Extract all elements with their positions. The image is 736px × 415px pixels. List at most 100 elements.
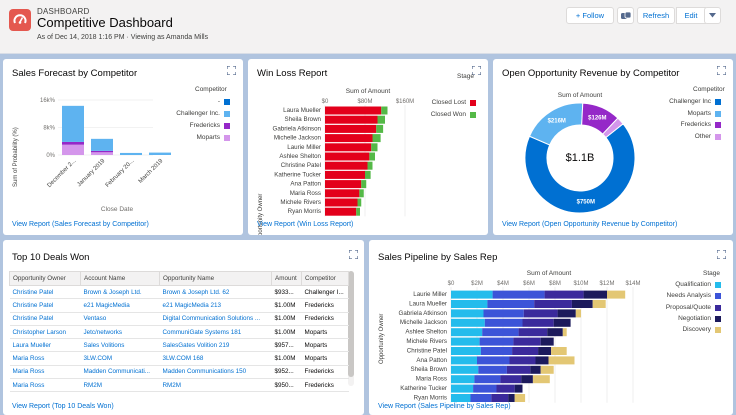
bar-challengerinc[interactable] <box>120 152 142 155</box>
bar-closedwon[interactable] <box>372 134 381 143</box>
bar-proposalquote[interactable] <box>544 290 584 299</box>
view-report-link[interactable]: View Report (Sales Forecast by Competito… <box>12 221 149 228</box>
bar-negotiation[interactable] <box>521 375 533 384</box>
bar-proposalquote[interactable] <box>522 318 554 327</box>
bar-closedwon[interactable] <box>356 207 360 216</box>
bar-discovery[interactable] <box>532 375 550 384</box>
bar-needsanalysis[interactable] <box>483 309 524 318</box>
bar-qualification[interactable] <box>451 318 485 327</box>
slice-other[interactable] <box>602 117 624 139</box>
opportunity-cell[interactable]: CommuniGate Systems 181 <box>159 325 272 340</box>
bar-qualification[interactable] <box>451 394 471 402</box>
bar-closedlost[interactable] <box>325 115 378 124</box>
bar-proposalquote[interactable] <box>518 328 548 337</box>
bar-discovery[interactable] <box>540 365 554 374</box>
bar-discovery[interactable] <box>592 300 606 308</box>
bar-closedwon[interactable] <box>381 106 388 115</box>
owner-cell[interactable]: Christine Patel <box>9 312 81 326</box>
opportunity-cell[interactable]: SalesGates Volition 219 <box>159 338 272 353</box>
bar-closedwon[interactable] <box>361 180 367 189</box>
bar-needsanalysis[interactable] <box>477 356 510 365</box>
bar-closedwon[interactable] <box>357 198 362 207</box>
bar-discovery[interactable] <box>562 328 567 337</box>
bar-qualification[interactable] <box>451 337 480 346</box>
bar-needsanalysis[interactable] <box>487 300 535 308</box>
bar-qualification[interactable] <box>451 309 484 318</box>
bar-qualification[interactable] <box>451 300 488 308</box>
edit-button[interactable]: Edit <box>676 7 706 24</box>
bar-closedwon[interactable] <box>367 161 373 170</box>
bar-proposalquote[interactable] <box>491 394 509 402</box>
column-header[interactable]: Competitor <box>301 271 349 286</box>
bar-closedwon[interactable] <box>359 189 364 198</box>
slice-challengerinc[interactable] <box>524 123 636 214</box>
bar-negotiation[interactable] <box>508 394 515 402</box>
view-report-link[interactable]: View Report (Open Opportunity Revenue by… <box>502 221 678 228</box>
bar-closedwon[interactable] <box>365 170 371 179</box>
bar-closedlost[interactable] <box>325 198 358 207</box>
bar-closedwon[interactable] <box>376 124 384 133</box>
view-report-link[interactable]: View Report (Top 10 Deals Won) <box>12 403 114 410</box>
bar-fredericks[interactable] <box>91 150 113 153</box>
bar-negotiation[interactable] <box>557 309 576 318</box>
bar-closedlost[interactable] <box>325 152 370 161</box>
bar-proposalquote[interactable] <box>513 337 541 346</box>
refresh-button[interactable]: Refresh <box>637 7 675 24</box>
account-cell[interactable]: RM2M <box>80 378 160 393</box>
bar-discovery[interactable] <box>548 356 575 365</box>
column-header[interactable]: Account Name <box>80 271 160 286</box>
opportunity-cell[interactable]: Madden Communications 150 <box>159 365 272 380</box>
bar-challengerinc[interactable] <box>149 152 171 155</box>
bar-closedwon[interactable] <box>377 115 386 124</box>
bar-qualification[interactable] <box>451 384 474 393</box>
account-cell[interactable]: e21 MagicMedia <box>80 298 160 313</box>
bar-closedlost[interactable] <box>325 180 362 189</box>
bar-fredericks[interactable] <box>62 141 84 145</box>
subscribe-button[interactable] <box>617 7 634 24</box>
account-cell[interactable]: Sales Volitions <box>80 338 160 353</box>
bar-qualification[interactable] <box>451 347 481 355</box>
expand-icon[interactable] <box>349 250 358 259</box>
bar-negotiation[interactable] <box>530 365 541 374</box>
bar-closedlost[interactable] <box>325 189 360 198</box>
account-cell[interactable]: Ventaso <box>80 312 160 326</box>
follow-button[interactable]: + Follow <box>566 7 614 24</box>
column-header[interactable]: Amount <box>271 271 302 286</box>
account-cell[interactable]: 3LW.COM <box>80 351 160 366</box>
view-report-link[interactable]: View Report (Sales Pipeline by Sales Rep… <box>378 403 511 410</box>
account-cell[interactable]: Jetc/networks <box>80 325 160 340</box>
bar-negotiation[interactable] <box>514 384 523 393</box>
bar-proposalquote[interactable] <box>496 384 515 393</box>
owner-cell[interactable]: Maria Ross <box>9 351 81 366</box>
owner-cell[interactable]: Laura Mueller <box>9 338 81 353</box>
bar-needsanalysis[interactable] <box>480 347 513 355</box>
bar-needsanalysis[interactable] <box>474 375 501 384</box>
bar-proposalquote[interactable] <box>500 375 522 384</box>
bar-qualification[interactable] <box>451 375 475 384</box>
bar-negotiation[interactable] <box>583 290 607 299</box>
account-cell[interactable]: Madden Communicati... <box>80 365 160 380</box>
owner-cell[interactable]: Maria Ross <box>9 378 81 393</box>
bar-proposalquote[interactable] <box>512 347 539 355</box>
bar-qualification[interactable] <box>451 365 479 374</box>
account-cell[interactable]: Brown & Joseph Ltd. <box>80 285 160 300</box>
owner-cell[interactable]: Christine Patel <box>9 285 81 300</box>
bar-closedlost[interactable] <box>325 106 382 115</box>
opportunity-cell[interactable]: Digital Communication Solutions ... <box>159 312 272 326</box>
column-header[interactable]: Opportunity Name <box>159 271 272 286</box>
owner-cell[interactable]: Christine Patel <box>9 298 81 313</box>
bar-needsanalysis[interactable] <box>484 318 523 327</box>
bar-closedlost[interactable] <box>325 170 365 179</box>
bar-discovery[interactable] <box>514 394 526 402</box>
bar-needsanalysis[interactable] <box>482 328 519 337</box>
more-actions-button[interactable] <box>704 7 721 24</box>
table-scrollbar[interactable] <box>348 271 354 386</box>
bar-needsanalysis[interactable] <box>473 384 497 393</box>
bar-challengerinc[interactable] <box>62 105 84 142</box>
opportunity-cell[interactable]: RM2M <box>159 378 272 393</box>
bar-negotiation[interactable] <box>553 318 571 327</box>
bar-needsanalysis[interactable] <box>479 337 514 346</box>
bar-challengerinc[interactable] <box>91 138 113 151</box>
bar-closedlost[interactable] <box>325 161 368 170</box>
bar-discovery[interactable] <box>575 309 581 318</box>
